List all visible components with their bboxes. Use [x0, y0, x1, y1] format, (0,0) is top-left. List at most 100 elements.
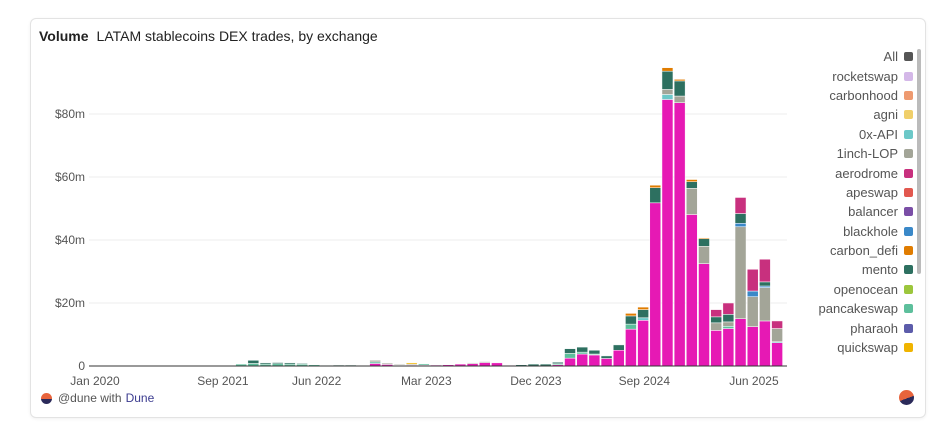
x-tick-label: Jun 2022: [292, 374, 342, 388]
legend-swatch: [904, 207, 913, 217]
legend-item[interactable]: 1inch-LOP: [801, 144, 913, 163]
legend-label: aerodrome: [835, 165, 898, 181]
legend-swatch: [904, 129, 913, 139]
bar-segment-aerodrome: [734, 197, 747, 214]
bar-segment-carbon_defi: [673, 79, 686, 82]
bar-segment-quickswap: [405, 362, 418, 365]
legend-label: openocean: [833, 281, 898, 297]
bar-segment-pancakeswap: [564, 353, 576, 359]
bar-segment-1inch-LOP: [698, 246, 710, 264]
bar-segment-main: [612, 350, 625, 367]
bar-segment-main: [637, 320, 649, 367]
bar-segment-1inch-LOP: [466, 362, 479, 364]
bar-segment-1inch-LOP: [722, 321, 735, 327]
legend-label: carbon_defi: [830, 243, 898, 259]
legend-swatch: [904, 265, 913, 275]
bar-segment-1inch-LOP: [661, 89, 674, 95]
legend-item[interactable]: quickswap: [801, 338, 913, 357]
legend-item[interactable]: balancer: [801, 202, 913, 221]
bar-segment-mento: [661, 70, 674, 90]
legend-swatch: [904, 304, 913, 314]
bar-segment-mento: [600, 355, 613, 359]
bar-segment-pancakeswap: [625, 323, 637, 330]
bar-segment-main: [759, 320, 771, 367]
bar-segment-main: [722, 328, 735, 367]
bar-segment-main: [479, 362, 491, 367]
x-tick-label: Dec 2023: [510, 374, 562, 388]
chart-type-label: Volume: [39, 28, 89, 44]
x-tick-label: Jun 2025: [729, 374, 779, 388]
legend-label: mento: [861, 262, 898, 278]
bar-segment-mento: [734, 213, 747, 224]
legend-scrollbar[interactable]: [917, 49, 921, 274]
bar-segment-main: [771, 342, 783, 367]
bar-segment-mento: [710, 316, 722, 324]
bar-segment-main: [686, 214, 698, 367]
bar-segment-mento: [284, 362, 296, 365]
bar-segment-carbon_defi: [649, 184, 662, 188]
bar-segment-pancakeswap: [418, 363, 430, 366]
bar-segment-mento: [625, 315, 637, 325]
bar-segment-main: [576, 353, 588, 367]
bar-segment-aerodrome: [771, 320, 783, 329]
bar-segment-mento: [698, 238, 710, 247]
y-tick-label: 0: [78, 359, 85, 373]
legend-item[interactable]: mento: [801, 260, 913, 279]
bar-segment-carbon_defi: [698, 237, 710, 239]
legend-item[interactable]: rocketswap: [801, 66, 913, 85]
bar-segment-mento: [686, 181, 698, 189]
legend: All rocketswap carbonhood agni 0x-API 1inch-L…: [801, 47, 913, 367]
bar-segment-carbon_defi: [637, 306, 649, 310]
bar-segment-carbon_defi: [625, 313, 637, 317]
bar-segment-blackhole: [734, 223, 747, 228]
legend-item[interactable]: carbon_defi: [801, 241, 913, 260]
bar-segment-mento: [673, 80, 686, 97]
legend-swatch: [904, 168, 913, 178]
bar-segment-aerodrome: [759, 258, 771, 283]
legend-label: All: [883, 49, 898, 65]
legend-swatch: [904, 343, 913, 353]
bar-segment-mento: [259, 362, 272, 365]
bar-segment-main: [625, 328, 637, 367]
legend-label: agni: [873, 107, 898, 123]
y-tick-label: $80m: [55, 107, 85, 121]
legend-swatch: [904, 90, 913, 100]
legend-swatch: [904, 149, 913, 159]
legend-item[interactable]: aerodrome: [801, 163, 913, 182]
y-tick-label: $40m: [55, 233, 85, 247]
legend-item[interactable]: openocean: [801, 280, 913, 299]
bar-segment-main: [661, 99, 674, 367]
legend-item[interactable]: carbonhood: [801, 86, 913, 105]
legend-swatch: [904, 110, 913, 120]
bar-segment-1inch-LOP: [710, 322, 722, 331]
bar-segment-aerodrome: [722, 302, 735, 315]
x-tick-label: Sep 2024: [619, 374, 671, 388]
bar-segment-mento: [637, 309, 649, 319]
legend-label: pharaoh: [850, 320, 898, 336]
legend-item[interactable]: apeswap: [801, 183, 913, 202]
bar-segment-0x-API: [661, 94, 674, 100]
legend-label: 1inch-LOP: [836, 146, 898, 162]
legend-item[interactable]: pancakeswap: [801, 299, 913, 318]
chart-title-text: LATAM stablecoins DEX trades, by exchang…: [96, 28, 378, 44]
legend-item[interactable]: pharaoh: [801, 318, 913, 337]
bar-segment-1inch-LOP: [734, 226, 747, 320]
legend-item[interactable]: agni: [801, 105, 913, 124]
legend-label: 0x-API: [858, 126, 898, 142]
legend-item[interactable]: blackhole: [801, 222, 913, 241]
dune-logo-icon[interactable]: [899, 390, 914, 405]
bar-segment-blackhole: [746, 290, 759, 297]
legend-swatch: [904, 323, 913, 333]
legend-item[interactable]: 0x-API: [801, 125, 913, 144]
legend-label: pancakeswap: [818, 301, 899, 317]
bar-segment-main: [673, 102, 686, 367]
bar-segment-carbon_defi: [686, 179, 698, 182]
bar-segment-main: [746, 326, 759, 367]
dune-link[interactable]: Dune: [125, 391, 155, 405]
bar-segment-1inch-LOP: [393, 364, 406, 366]
legend-label: rocketswap: [832, 68, 898, 84]
chart-card: Volume LATAM stablecoins DEX trades, by e…: [30, 18, 926, 418]
dune-icon: [41, 392, 52, 404]
bar-segment-1inch-LOP: [673, 95, 686, 103]
legend-item[interactable]: All: [801, 47, 913, 66]
